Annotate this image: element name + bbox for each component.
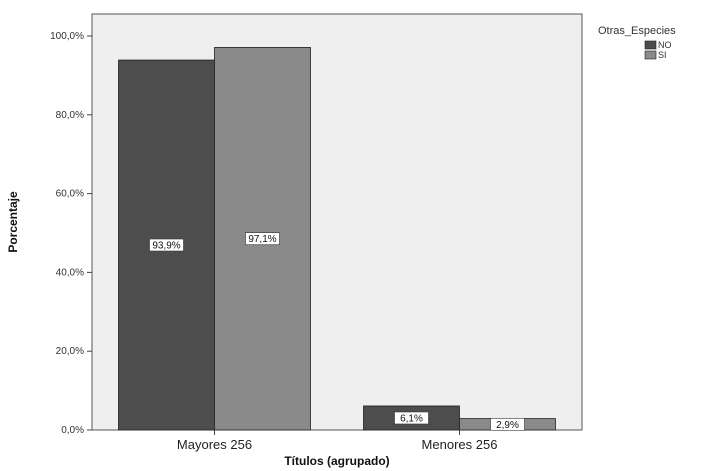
data-label: 2,9% — [496, 420, 519, 431]
legend-swatch-si — [644, 50, 657, 60]
legend-swatch-no — [644, 40, 657, 50]
legend-label-si: SI — [658, 50, 667, 60]
x-tick-label: Menores 256 — [422, 437, 498, 452]
data-label: 93,9% — [152, 241, 180, 252]
y-axis-title: Porcentaje — [6, 191, 20, 253]
data-label-box — [245, 232, 280, 246]
data-label: 97,1% — [248, 234, 276, 245]
y-tick-label: 40,0% — [56, 267, 84, 278]
legend-title: Otras_Especies — [598, 25, 676, 37]
y-tick-label: 20,0% — [56, 346, 84, 357]
bars-group: 93,9% 97,1% 6,1% 2,9% — [118, 47, 556, 431]
x-axis-title: Títulos (agrupado) — [284, 454, 389, 468]
legend-label-no: NO — [658, 40, 672, 50]
data-label: 6,1% — [400, 413, 423, 424]
data-label-box — [490, 417, 525, 431]
y-axis: 0,0% 20,0% 40,0% 60,0% 80,0% 100,0% — [50, 31, 92, 436]
data-label-box — [394, 411, 429, 425]
x-tick-label: Mayores 256 — [177, 437, 252, 452]
y-tick-label: 0,0% — [61, 425, 84, 436]
y-tick-label: 100,0% — [50, 31, 84, 42]
y-tick-label: 80,0% — [56, 110, 84, 121]
x-axis: Mayores 256 Menores 256 — [177, 430, 498, 452]
y-tick-label: 60,0% — [56, 189, 84, 200]
data-label-box — [149, 238, 184, 252]
